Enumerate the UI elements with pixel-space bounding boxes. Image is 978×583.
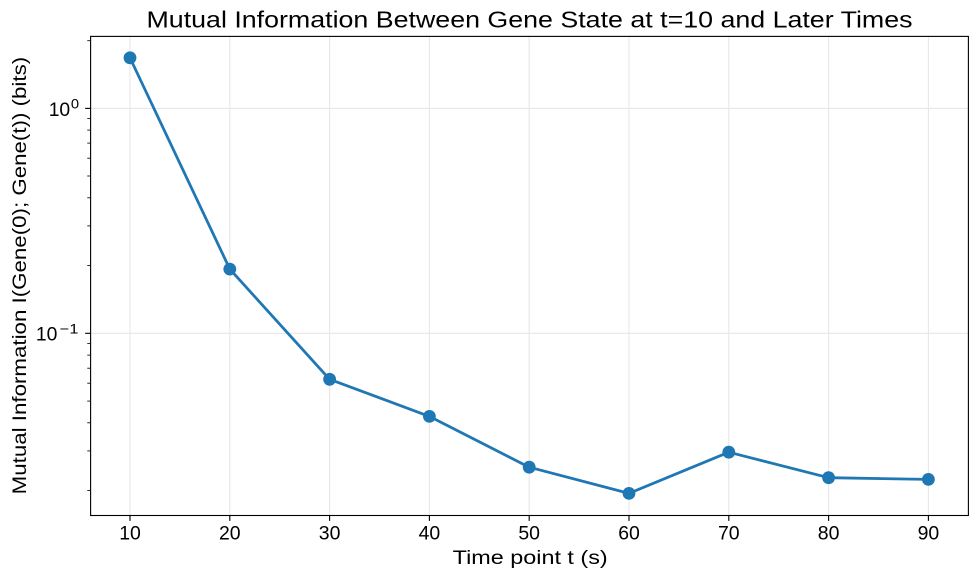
svg-text:10: 10 xyxy=(36,324,58,346)
svg-text:20: 20 xyxy=(219,523,241,545)
svg-text:Time point t (s): Time point t (s) xyxy=(453,547,608,569)
svg-text:Mutual Information Between Gen: Mutual Information Between Gene State at… xyxy=(147,7,913,33)
svg-text:40: 40 xyxy=(419,523,441,545)
svg-text:0: 0 xyxy=(71,97,80,112)
svg-text:70: 70 xyxy=(718,523,740,545)
svg-text:10: 10 xyxy=(119,523,141,545)
svg-text:−1: −1 xyxy=(60,322,79,337)
svg-text:10: 10 xyxy=(49,99,71,121)
svg-text:80: 80 xyxy=(818,523,840,545)
svg-text:30: 30 xyxy=(319,523,341,545)
svg-text:Mutual Information I(Gene(0);: Mutual Information I(Gene(0); Gene(t)) (… xyxy=(9,57,31,495)
svg-text:90: 90 xyxy=(918,523,940,545)
svg-text:50: 50 xyxy=(518,523,540,545)
svg-text:60: 60 xyxy=(618,523,640,545)
